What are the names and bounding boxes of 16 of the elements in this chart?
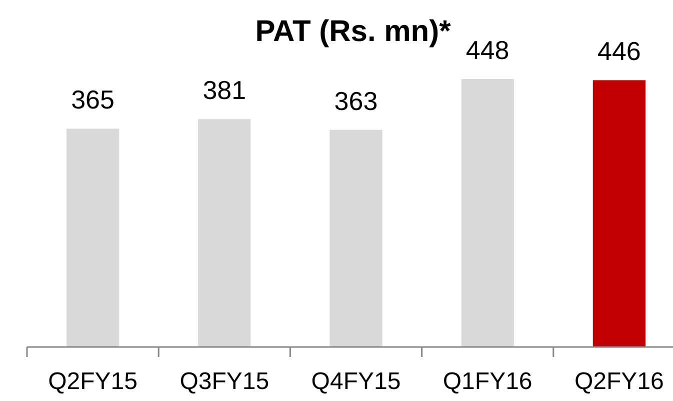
- bar: [66, 128, 120, 347]
- data-label: 448: [466, 35, 510, 65]
- chart-title: PAT (Rs. mn)*: [255, 15, 452, 48]
- bar: [461, 79, 514, 347]
- data-label: 365: [71, 84, 114, 115]
- bar: [592, 80, 646, 347]
- x-tick-label: Q4FY15: [311, 368, 401, 395]
- bar: [198, 119, 251, 347]
- x-tick-label: Q1FY16: [442, 368, 532, 395]
- x-tick-label: Q2FY15: [48, 368, 138, 395]
- x-tick-label: Q2FY16: [574, 368, 664, 395]
- data-label: 363: [334, 86, 378, 116]
- data-label: 446: [598, 36, 641, 66]
- bar: [330, 130, 382, 347]
- data-label: 381: [202, 75, 246, 106]
- x-tick-label: Q3FY15: [180, 368, 270, 395]
